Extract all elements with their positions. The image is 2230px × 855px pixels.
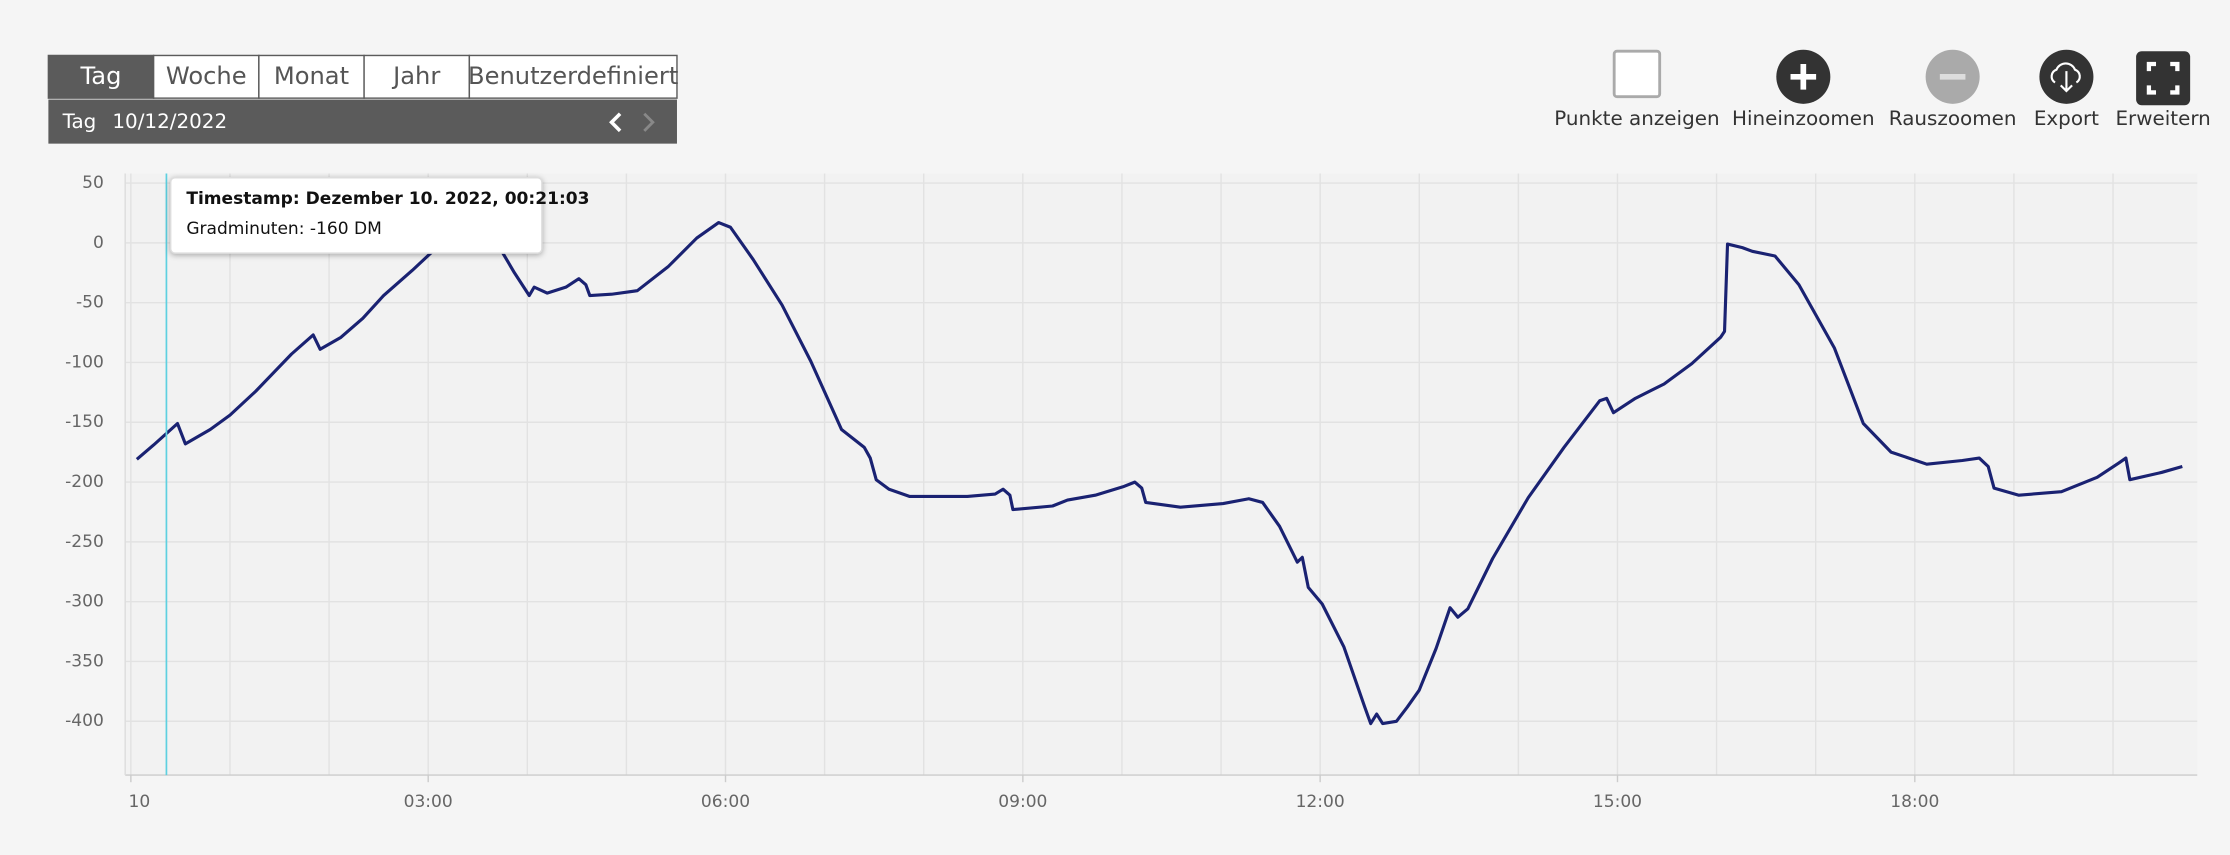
next-arrow[interactable] xyxy=(643,112,655,132)
cloud xyxy=(2050,62,2081,93)
y-tick-label: -50 xyxy=(76,293,104,313)
action-export[interactable]: Export xyxy=(2034,49,2099,130)
action-label: Rauszoomen xyxy=(1889,107,2017,130)
tooltip-timestamp: Timestamp: Dezember 10. 2022, 00:21:03 xyxy=(186,189,589,209)
x-tick-label: 03:00 xyxy=(404,792,453,812)
action-zoom-in[interactable]: Hineinzoomen xyxy=(1732,49,1875,130)
action-zoom-out[interactable]: Rauszoomen xyxy=(1889,49,2017,130)
expand-glyph xyxy=(2146,61,2180,95)
x-tick-label: 10 xyxy=(129,792,151,812)
y-tick-label: -300 xyxy=(65,592,104,612)
y-tick-label: 50 xyxy=(82,173,104,193)
action-label: Hineinzoomen xyxy=(1732,107,1875,130)
plot-area xyxy=(125,173,2198,776)
data-line xyxy=(135,221,2183,726)
tab-label[interactable]: Benutzerdefiniert xyxy=(468,62,678,90)
tab[interactable]: Woche xyxy=(152,54,260,99)
period-date[interactable]: 10/12/2022 xyxy=(112,110,227,133)
tab-label[interactable]: Monat xyxy=(274,62,349,90)
y-tick-label: -250 xyxy=(65,532,104,552)
x-tick-label: 09:00 xyxy=(998,792,1047,812)
tooltip-value: Gradminuten: -160 DM xyxy=(186,219,382,239)
action-expand[interactable]: Erweitern xyxy=(2115,51,2211,130)
x-tick-label: 06:00 xyxy=(701,792,750,812)
x-tick-label: 12:00 xyxy=(1296,792,1345,812)
tab-box[interactable] xyxy=(258,54,365,99)
tab-label[interactable]: Woche xyxy=(166,62,247,90)
tab-box[interactable] xyxy=(152,54,260,99)
y-tick-label: -150 xyxy=(65,412,104,432)
action-label: Erweitern xyxy=(2115,107,2210,130)
tooltip: Timestamp: Dezember 10. 2022, 00:21:03 G… xyxy=(169,177,590,254)
action-label: Export xyxy=(2034,107,2099,130)
action-label: Punkte anzeigen xyxy=(1554,107,1719,130)
y-tick-label: 0 xyxy=(93,233,104,253)
period-bar xyxy=(48,99,677,144)
checkbox[interactable] xyxy=(1612,49,1662,99)
tab[interactable]: Jahr xyxy=(363,54,471,99)
tab-bar: Tag Woche Monat Jahr Benutzerdefiniert xyxy=(47,54,678,99)
tab-box[interactable] xyxy=(363,54,471,99)
tab-box[interactable] xyxy=(47,54,155,99)
period-label: Tag xyxy=(62,110,97,133)
tab-label[interactable]: Tag xyxy=(80,62,122,90)
expand-icon[interactable] xyxy=(2136,51,2191,106)
prev-arrow[interactable] xyxy=(609,112,622,133)
tab[interactable]: Benutzerdefiniert xyxy=(468,54,678,99)
tab-label[interactable]: Jahr xyxy=(391,62,440,90)
y-tick-label: -400 xyxy=(65,711,104,731)
tab-box[interactable] xyxy=(468,54,678,99)
y-tick-label: -100 xyxy=(65,352,104,372)
x-tick-label: 18:00 xyxy=(1890,792,1939,812)
tab[interactable]: Tag xyxy=(47,54,155,99)
chart: 50 0 -50 -100 -150 -200 -250 -300 -350 -400 10 03:0… xyxy=(65,173,2198,812)
plus xyxy=(1790,63,1817,90)
x-tick-label: 15:00 xyxy=(1593,792,1642,812)
y-tick-label: -200 xyxy=(65,472,104,492)
action-points[interactable]: Punkte anzeigen xyxy=(1554,49,1720,130)
y-tick-label: -350 xyxy=(65,651,104,671)
tab[interactable]: Monat xyxy=(258,54,365,99)
tooltip-box xyxy=(169,177,543,254)
